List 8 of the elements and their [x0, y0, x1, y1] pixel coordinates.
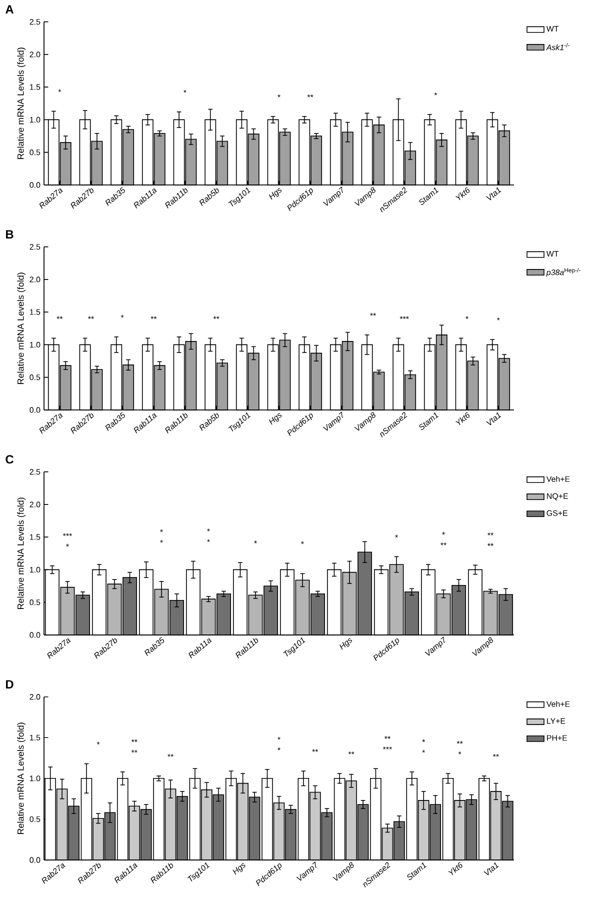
- y-axis-title: Relative mRNA Levels (fold): [17, 48, 26, 159]
- chart-title: B: [6, 230, 14, 238]
- chart-title: C: [6, 455, 14, 464]
- y-axis-title: Relative mRNA Levels (fold): [17, 272, 26, 384]
- y-axis-title: Relative mRNA Levels (fold): [17, 722, 26, 834]
- y-axis-title: Relative mRNA Levels (fold): [17, 498, 26, 609]
- chart-title: D: [6, 680, 14, 688]
- chart-title: A: [6, 5, 14, 14]
